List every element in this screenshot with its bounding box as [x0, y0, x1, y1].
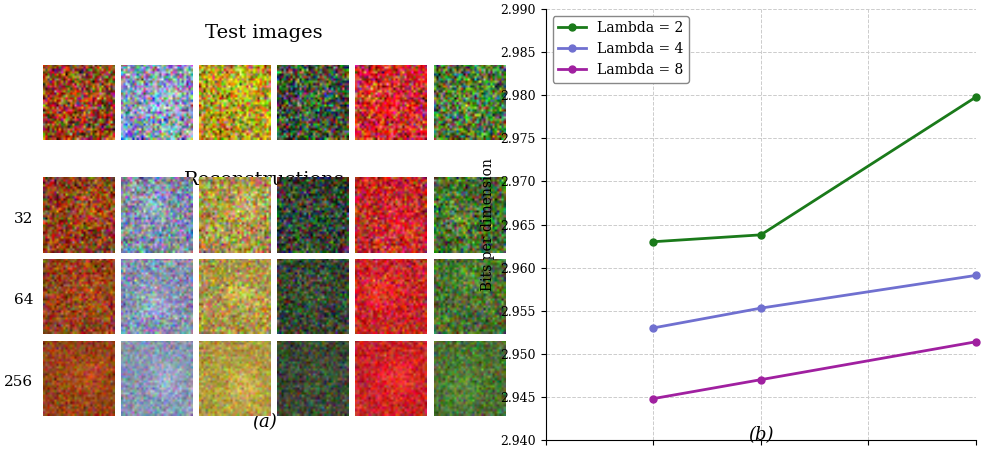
Line: Lambda = 4: Lambda = 4 [650, 272, 980, 331]
Lambda = 2 [755, 232, 767, 238]
Line: Lambda = 8: Lambda = 8 [650, 338, 980, 402]
Text: (a): (a) [252, 414, 276, 431]
Text: 32: 32 [14, 211, 33, 225]
Text: Test images: Test images [205, 24, 323, 42]
Lambda = 8 [970, 339, 982, 344]
Lambda = 2 [647, 239, 659, 244]
Line: Lambda = 2: Lambda = 2 [650, 93, 980, 245]
Lambda = 4 [755, 305, 767, 311]
Lambda = 8 [755, 377, 767, 383]
Lambda = 4 [647, 325, 659, 330]
Y-axis label: Bits per dimension: Bits per dimension [481, 158, 495, 291]
Text: 64: 64 [14, 294, 33, 308]
Text: Reconstructions: Reconstructions [183, 171, 345, 189]
Legend: Lambda = 2, Lambda = 4, Lambda = 8: Lambda = 2, Lambda = 4, Lambda = 8 [553, 16, 689, 83]
Lambda = 4 [970, 273, 982, 278]
Text: (b): (b) [748, 427, 774, 445]
Lambda = 8 [647, 396, 659, 401]
Lambda = 2 [970, 94, 982, 100]
Text: 256: 256 [4, 375, 33, 389]
